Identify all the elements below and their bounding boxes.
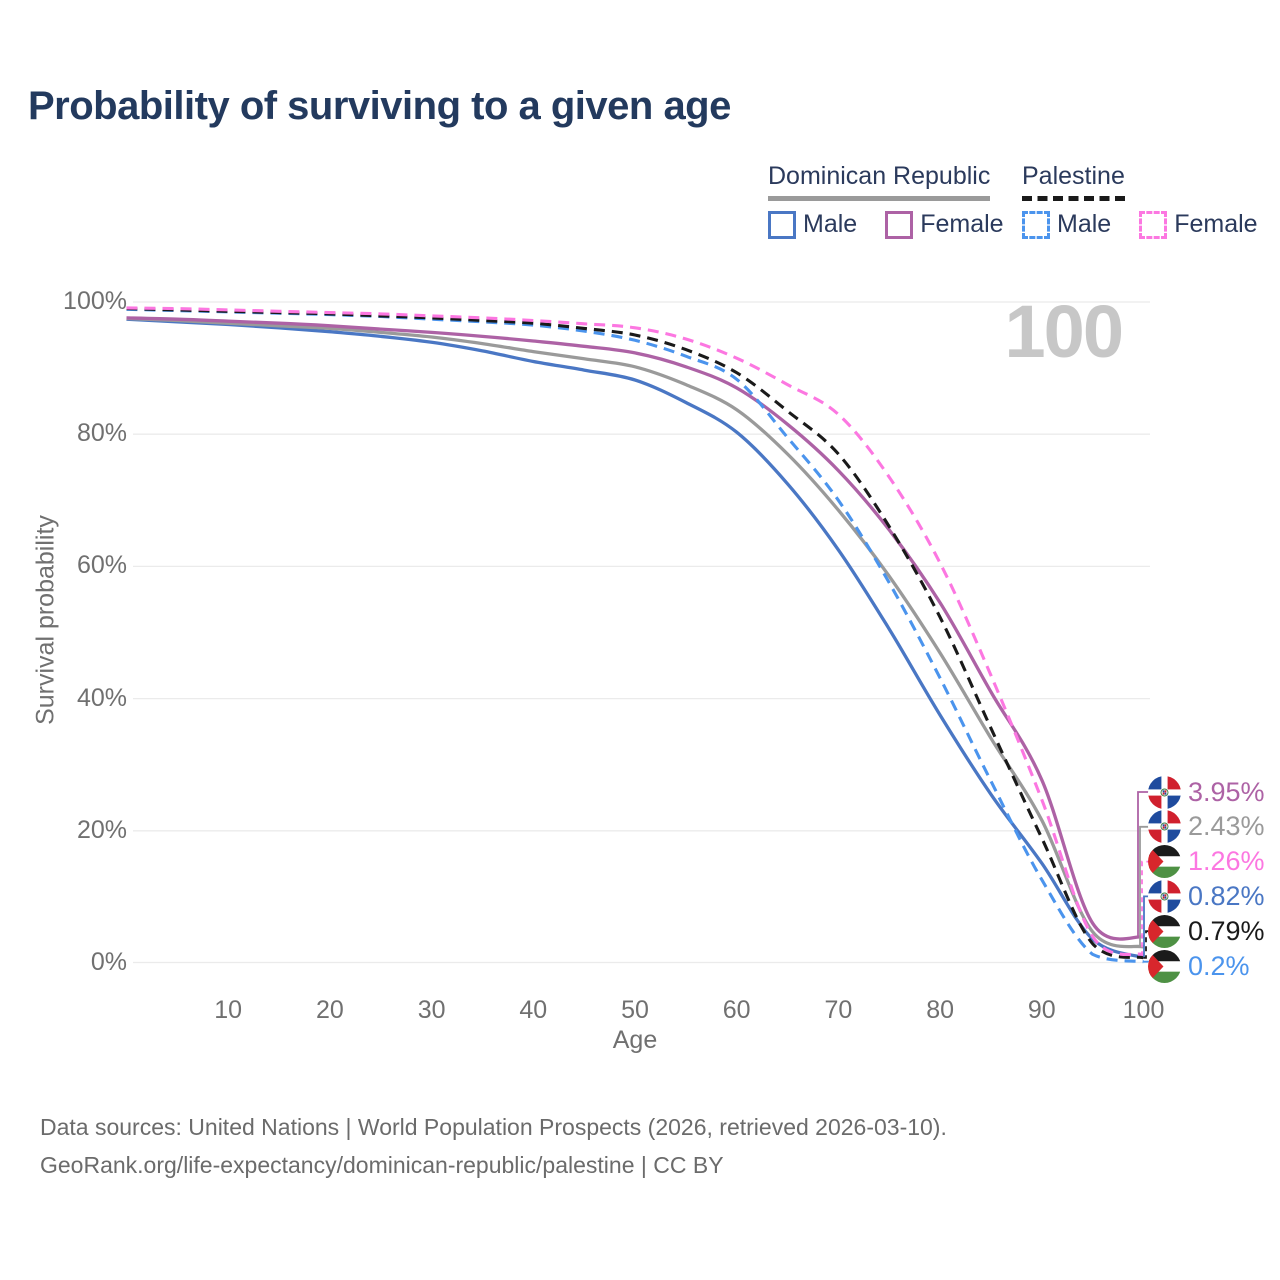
end-label-value: 0.2% (1188, 950, 1250, 981)
y-tick-label-80: 80% (76, 419, 127, 448)
x-tick-label-10: 10 (214, 996, 243, 1024)
series-line-dominican-republic-male[interactable] (126, 317, 1145, 960)
end-label-0.82%: 0.82% (1148, 878, 1265, 914)
end-label-value: 0.82% (1188, 880, 1265, 911)
dominican-republic-flag-icon (1148, 879, 1181, 913)
legend-item-palestine-female[interactable]: Female (1139, 210, 1258, 239)
leader-line-0.79% (1143, 930, 1150, 959)
palestine-flag-icon (1148, 914, 1181, 948)
x-tick-label-20: 20 (315, 996, 344, 1024)
end-label-value: 2.43% (1188, 811, 1265, 842)
legend-item-palestine-male[interactable]: Male (1022, 210, 1111, 239)
dominican-republic-male-swatch (768, 210, 796, 239)
end-label-value: 1.26% (1188, 846, 1265, 877)
footer: Data sources: United Nations | World Pop… (40, 1108, 947, 1184)
x-tick-label-60: 60 (722, 996, 751, 1024)
data-sources-line: Data sources: United Nations | World Pop… (40, 1114, 947, 1140)
age-frame-watermark: 100 (1004, 290, 1124, 373)
x-tick-label-100: 100 (1122, 996, 1165, 1024)
x-tick-label-40: 40 (519, 996, 548, 1024)
palestine-male-swatch (1022, 210, 1050, 239)
dominican-republic-flag-icon (1148, 810, 1181, 844)
x-tick-label-30: 30 (417, 996, 446, 1024)
end-label-2.43%: 2.43% (1148, 809, 1265, 845)
y-tick-label-100: 100% (63, 287, 127, 315)
series-line-palestine-male[interactable] (126, 307, 1144, 964)
legend-item-label: Male (1057, 210, 1112, 238)
series-line-palestine-female[interactable] (126, 306, 1145, 957)
legend-item-label: Female (1174, 210, 1258, 238)
legend-header-palestine[interactable]: Palestine (1022, 162, 1125, 201)
end-label-value: 0.79% (1188, 915, 1265, 946)
attribution-line: GeoRank.org/life-expectancy/dominican-re… (40, 1152, 724, 1178)
x-tick-label-90: 90 (1027, 996, 1056, 1024)
legend-header-dominican-republic[interactable]: Dominican Republic (768, 162, 991, 201)
y-tick-label-0: 0% (90, 947, 127, 976)
x-axis-title: Age (612, 1026, 658, 1054)
palestine-flag-icon (1148, 845, 1181, 879)
end-label-0.79%: 0.79% (1148, 913, 1265, 949)
series-line-dominican-republic-female[interactable] (126, 316, 1144, 941)
leader-line-1.26% (1141, 860, 1150, 956)
y-tick-label-40: 40% (76, 683, 127, 712)
x-tick-label-70: 70 (824, 996, 853, 1024)
page-title: Probability of surviving to a given age (28, 84, 731, 128)
series-line-palestine[interactable] (126, 307, 1144, 960)
palestine-female-swatch (1139, 210, 1168, 239)
end-label-1.26%: 1.26% (1148, 844, 1265, 880)
dominican-republic-female-swatch (885, 210, 914, 239)
y-tick-label-20: 20% (76, 815, 127, 844)
legend-group-dominican-republic: Dominican Republic Male Female (768, 162, 1004, 239)
x-tick-label-80: 80 (926, 996, 954, 1024)
palestine-flag-icon (1148, 949, 1181, 983)
legend-group-palestine: Palestine Male Female (1022, 162, 1258, 239)
end-label-0.2%: 0.2% (1148, 948, 1250, 984)
series-line-dominican-republic[interactable] (126, 316, 1144, 949)
x-tick-label-50: 50 (621, 996, 649, 1024)
legend-item-label: Female (920, 210, 1004, 238)
legend-item-label: Male (803, 210, 858, 238)
legend-item-dominican-republic-female[interactable]: Female (885, 210, 1004, 239)
dominican-republic-flag-icon (1148, 775, 1181, 809)
y-tick-label-60: 60% (76, 551, 127, 580)
legend-item-dominican-republic-male[interactable]: Male (768, 210, 857, 239)
end-label-value: 3.95% (1188, 776, 1265, 807)
end-label-3.95%: 3.95% (1148, 774, 1265, 810)
